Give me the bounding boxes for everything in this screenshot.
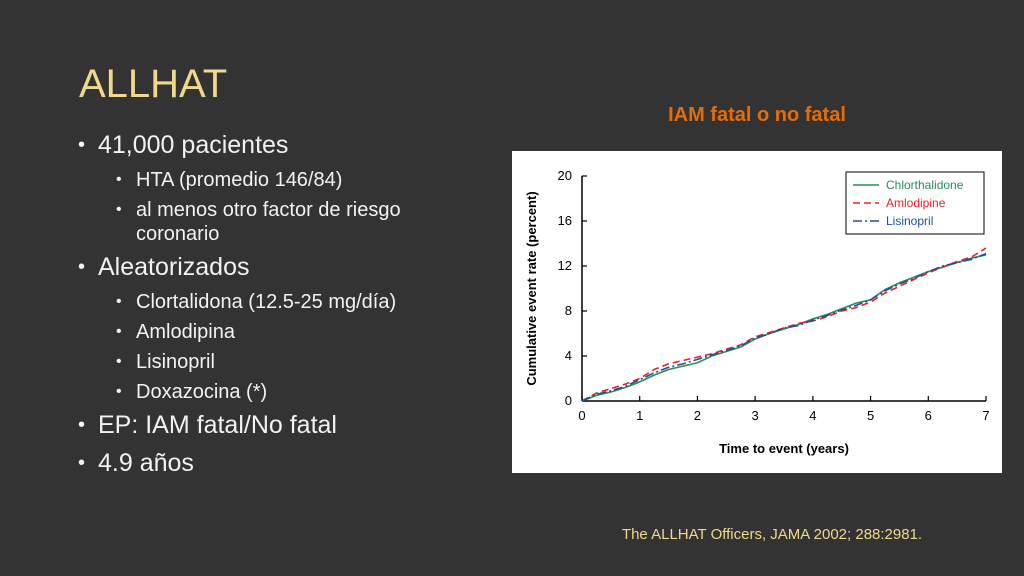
chart-heading: IAM fatal o no fatal — [668, 104, 846, 126]
y-axis-label: Cumulative event rate (percent) — [524, 191, 539, 385]
sub-bullet-lisinopril: Lisinopril — [116, 350, 478, 374]
bullet-endpoint: EP: IAM fatal/No fatal — [78, 410, 478, 440]
x-axis-label: Time to event (years) — [719, 441, 849, 456]
bullet-randomized: Aleatorizados — [78, 252, 478, 282]
y-tick-label: 16 — [558, 213, 572, 228]
y-tick-label: 4 — [565, 348, 572, 363]
sub-bullet-hta: HTA (promedio 146/84) — [116, 168, 478, 192]
sub-bullet-risk-factor: al menos otro factor de riesgo coronario — [116, 198, 478, 246]
x-tick-label: 5 — [867, 408, 874, 423]
bullet-patients: 41,000 pacientes — [78, 130, 478, 160]
y-tick-label: 20 — [558, 168, 572, 183]
sub-bullet-chlorthalidone: Clortalidona (12.5-25 mg/día) — [116, 290, 478, 314]
y-tick-label: 8 — [565, 303, 572, 318]
legend-label-amlodipine: Amlodipine — [886, 196, 946, 210]
bullet-list: 41,000 pacientes HTA (promedio 146/84) a… — [78, 130, 478, 486]
series-line-lisinopril — [581, 252, 987, 402]
legend-label-chlorthalidone: Chlorthalidone — [886, 178, 964, 192]
y-tick-label: 0 — [565, 393, 572, 408]
x-tick-label: 4 — [809, 408, 816, 423]
legend-label-lisinopril: Lisinopril — [886, 214, 933, 228]
chart-container: 0 1 2 3 4 5 6 7 0 4 8 12 16 20 Time to event (years) Cu… — [512, 151, 1002, 473]
y-tick-label: 12 — [558, 258, 572, 273]
x-tick-label: 3 — [752, 408, 759, 423]
sub-bullet-amlodipine: Amlodipina — [116, 320, 478, 344]
bullet-duration: 4.9 años — [78, 448, 478, 478]
series-line-amlodipine — [581, 247, 987, 402]
x-tick-label: 0 — [578, 408, 585, 423]
slide-title: ALLHAT — [79, 62, 228, 106]
sub-bullet-doxazosin: Doxazocina (*) — [116, 380, 478, 404]
x-tick-label: 7 — [982, 408, 989, 423]
x-tick-label: 2 — [694, 408, 701, 423]
x-tick-label: 6 — [925, 408, 932, 423]
x-tick-label: 1 — [636, 408, 643, 423]
citation: The ALLHAT Officers, JAMA 2002; 288:2981… — [621, 526, 923, 543]
